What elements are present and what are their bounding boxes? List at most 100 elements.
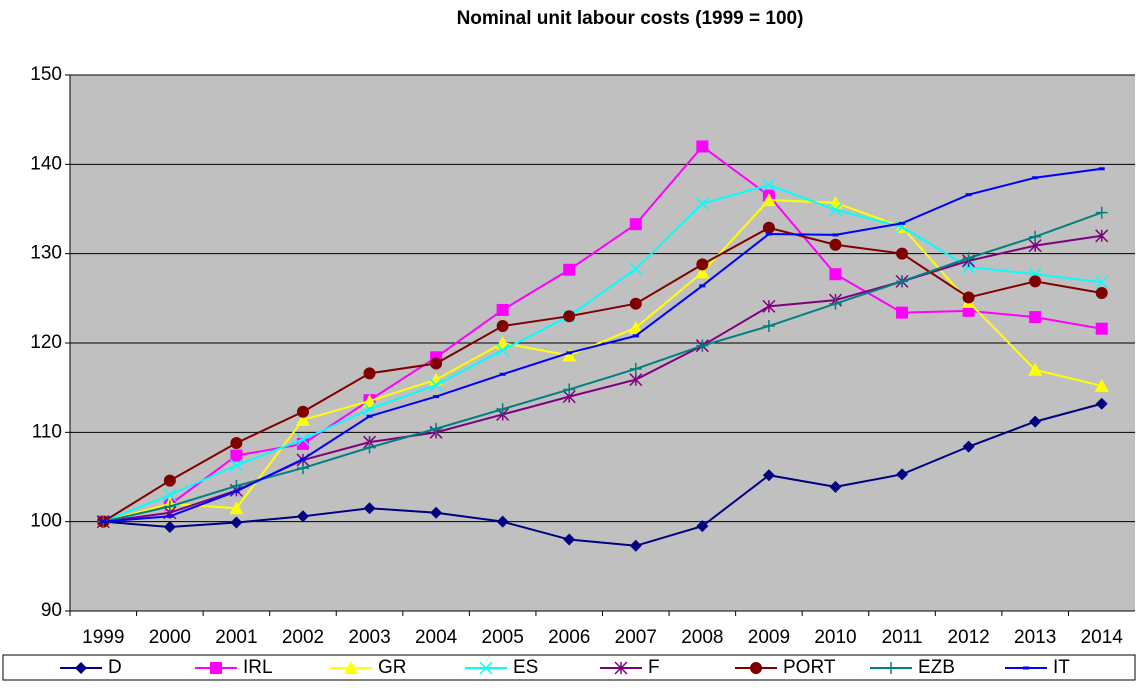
marker bbox=[229, 501, 244, 515]
marker bbox=[1095, 322, 1108, 335]
marker bbox=[562, 348, 577, 362]
series-line bbox=[103, 145, 1102, 523]
marker bbox=[965, 193, 972, 197]
marker bbox=[762, 469, 775, 482]
marker bbox=[166, 514, 173, 518]
marker bbox=[761, 193, 776, 207]
y-tick-label: 120 bbox=[30, 332, 62, 353]
y-tick-label: 150 bbox=[30, 64, 62, 85]
marker bbox=[762, 221, 775, 234]
marker bbox=[696, 140, 709, 153]
legend-label: F bbox=[648, 657, 660, 678]
marker bbox=[750, 662, 762, 674]
series-line bbox=[103, 211, 1103, 523]
marker bbox=[496, 303, 509, 316]
x-tick-label: 2008 bbox=[681, 627, 723, 648]
x-tick-label: 2002 bbox=[282, 627, 324, 648]
marker bbox=[1095, 275, 1109, 289]
marker bbox=[829, 480, 842, 493]
marker bbox=[563, 533, 576, 546]
marker bbox=[899, 221, 906, 225]
y-tick-label: 110 bbox=[32, 421, 62, 442]
marker bbox=[296, 432, 310, 447]
marker bbox=[163, 521, 176, 534]
marker bbox=[430, 357, 443, 370]
marker bbox=[896, 247, 909, 260]
marker bbox=[496, 403, 509, 416]
marker bbox=[832, 233, 839, 237]
marker bbox=[629, 297, 642, 310]
marker bbox=[366, 414, 373, 418]
marker bbox=[1029, 230, 1042, 243]
legend-label: D bbox=[108, 657, 122, 678]
marker bbox=[699, 284, 706, 288]
marker bbox=[1095, 206, 1108, 219]
marker bbox=[896, 275, 909, 288]
y-tick-label: 100 bbox=[30, 511, 62, 532]
marker bbox=[430, 422, 443, 435]
marker bbox=[230, 449, 243, 462]
marker bbox=[1023, 666, 1029, 670]
marker bbox=[629, 373, 643, 387]
x-tick-label: 2010 bbox=[814, 627, 856, 648]
x-tick-label: 2001 bbox=[215, 627, 257, 648]
y-tick-label: 90 bbox=[41, 600, 62, 621]
marker bbox=[1095, 229, 1109, 243]
marker bbox=[696, 258, 709, 271]
marker bbox=[762, 299, 776, 313]
marker bbox=[163, 474, 176, 487]
marker bbox=[496, 515, 509, 528]
marker bbox=[433, 395, 440, 399]
marker bbox=[1032, 176, 1039, 180]
x-tick-label: 2011 bbox=[882, 627, 923, 648]
chart-title: Nominal unit labour costs (1999 = 100) bbox=[457, 8, 804, 29]
marker bbox=[566, 351, 573, 355]
marker bbox=[499, 372, 506, 376]
marker bbox=[629, 218, 642, 231]
series-line bbox=[103, 199, 1102, 523]
marker bbox=[496, 320, 509, 333]
marker bbox=[896, 468, 909, 481]
marker bbox=[765, 232, 772, 236]
marker bbox=[762, 320, 775, 333]
marker bbox=[896, 306, 909, 319]
marker bbox=[632, 334, 639, 338]
marker bbox=[829, 238, 842, 251]
marker bbox=[363, 402, 377, 416]
marker bbox=[696, 520, 709, 533]
marker bbox=[895, 220, 909, 234]
marker bbox=[629, 539, 642, 552]
x-tick-label: 2000 bbox=[149, 627, 191, 648]
x-tick-label: 2005 bbox=[482, 627, 524, 648]
x-tick-label: 2003 bbox=[348, 627, 390, 648]
marker bbox=[563, 263, 576, 276]
legend-label: EZB bbox=[918, 657, 955, 678]
marker bbox=[828, 203, 842, 217]
x-tick-label: 2007 bbox=[615, 627, 657, 648]
marker bbox=[1029, 275, 1042, 288]
marker bbox=[344, 661, 358, 674]
marker bbox=[230, 516, 243, 529]
marker bbox=[163, 488, 177, 502]
marker bbox=[229, 458, 243, 472]
x-tick-label: 2013 bbox=[1014, 627, 1056, 648]
marker bbox=[363, 441, 376, 454]
marker bbox=[496, 343, 510, 357]
marker bbox=[230, 437, 243, 450]
marker bbox=[1094, 378, 1109, 392]
x-tick-label: 2006 bbox=[548, 627, 590, 648]
marker bbox=[210, 662, 222, 674]
marker bbox=[429, 378, 443, 392]
marker bbox=[1029, 311, 1042, 324]
legend-box bbox=[2, 654, 1136, 681]
marker bbox=[233, 489, 240, 493]
series-line bbox=[102, 183, 1102, 523]
marker bbox=[563, 310, 576, 323]
marker bbox=[1028, 362, 1043, 376]
marker bbox=[1029, 415, 1042, 428]
legend-label: IRL bbox=[243, 657, 273, 678]
marker bbox=[363, 367, 376, 380]
x-tick-label: 2014 bbox=[1081, 627, 1124, 648]
x-tick-label: 1999 bbox=[82, 627, 124, 648]
